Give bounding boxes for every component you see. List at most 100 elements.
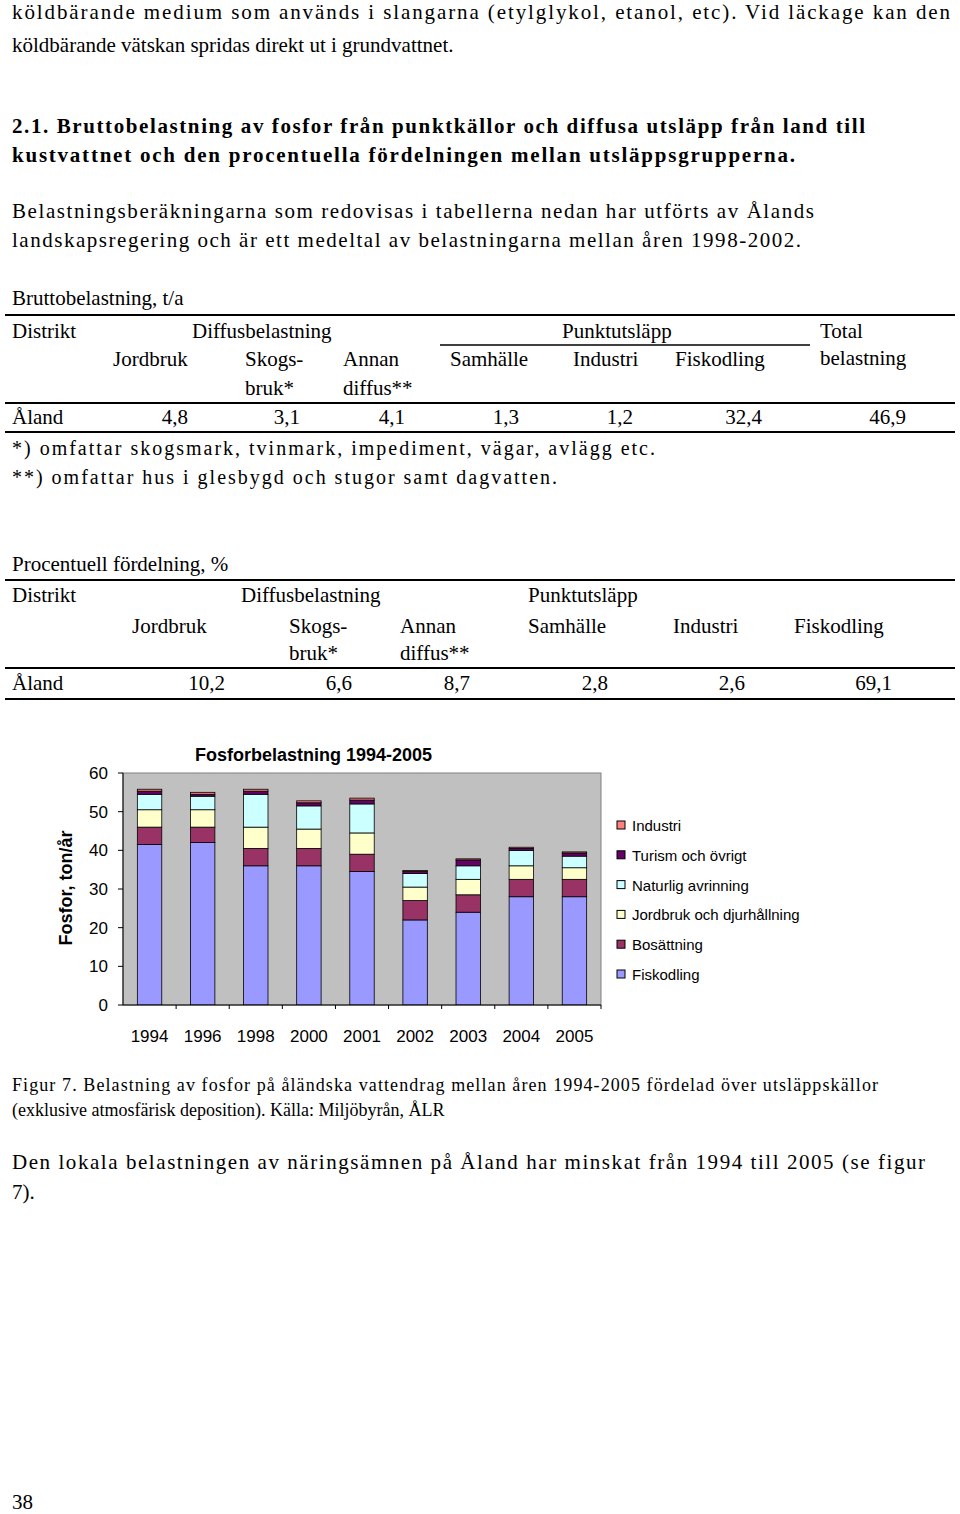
bar-segment — [403, 920, 427, 1005]
page: köldbärande medium som används i slangar… — [0, 0, 960, 1514]
legend-label: Jordbruk och djurhållning — [632, 906, 800, 923]
chart-title: Fosforbelastning 1994-2005 — [195, 745, 432, 765]
bar-segment — [297, 866, 321, 1005]
y-tick — [118, 811, 123, 812]
x-tick-label: 2002 — [396, 1027, 434, 1046]
bar-segment — [456, 866, 480, 880]
table-header: Distrikt — [12, 583, 76, 607]
body-line: 7). — [12, 1180, 35, 1204]
bar-segment — [137, 791, 161, 794]
bar-segment — [456, 860, 480, 866]
table-cell: 2,6 — [719, 671, 745, 695]
y-axis-label: Fosfor, ton/år — [56, 830, 76, 945]
bar-segment — [137, 794, 161, 809]
legend-swatch — [617, 881, 625, 889]
bar-segment — [350, 800, 374, 804]
x-tick — [441, 1005, 442, 1009]
x-tick — [601, 1005, 602, 1009]
rule — [5, 431, 955, 433]
bar-segment — [456, 912, 480, 1005]
y-tick-label: 20 — [89, 919, 108, 938]
figure-caption: Figur 7. Belastning av fosfor på åländsk… — [12, 1075, 878, 1095]
bar-segment — [509, 866, 533, 880]
bar-segment — [403, 870, 427, 871]
bar-segment — [562, 856, 586, 868]
table-cell: 69,1 — [855, 671, 892, 695]
bar-segment — [509, 850, 533, 865]
bar-segment — [190, 827, 214, 842]
bar-segment — [297, 829, 321, 848]
x-tick — [547, 1005, 548, 1009]
column-header: diffus** — [343, 376, 413, 400]
bar-segment — [350, 854, 374, 871]
bar-segment — [190, 792, 214, 794]
x-tick-label: 2004 — [502, 1027, 540, 1046]
column-header: Skogs- — [245, 347, 303, 371]
legend-label: Bosättning — [632, 936, 703, 953]
table-cell: 4,1 — [379, 405, 405, 429]
table-cell: 1,2 — [607, 405, 633, 429]
table-cell: 3,1 — [274, 405, 300, 429]
column-header: Jordbruk — [113, 347, 188, 371]
bar-segment — [297, 806, 321, 829]
table-header: Diffusbelastning — [192, 319, 332, 343]
bars — [137, 789, 586, 1005]
rule — [5, 314, 955, 316]
bar-segment — [190, 796, 214, 810]
table-cell: Åland — [12, 405, 64, 429]
bar-segment — [403, 874, 427, 888]
legend-swatch — [617, 970, 625, 978]
chart: Fosforbelastning 1994-2005 Fosfor, ton/år… — [56, 745, 800, 1046]
plot-area — [123, 773, 601, 1005]
y-tick-label: 30 — [89, 880, 108, 899]
table-header: Total — [820, 319, 863, 343]
table-cell: 10,2 — [188, 671, 225, 695]
bar-segment — [456, 879, 480, 894]
column-header: Jordbruk — [132, 614, 207, 638]
column-header: Samhälle — [450, 347, 528, 371]
table-cell: 2,8 — [582, 671, 608, 695]
legend-label: Naturlig avrinning — [632, 877, 749, 894]
table-cell: 8,7 — [444, 671, 470, 695]
page-number: 38 — [12, 1490, 33, 1514]
bar-segment — [456, 895, 480, 912]
bar-segment — [350, 798, 374, 800]
bar-segment — [403, 887, 427, 901]
table-cell: 6,6 — [326, 671, 352, 695]
column-header: bruk* — [245, 376, 294, 400]
bar-segment — [297, 803, 321, 806]
table-cell: 32,4 — [725, 405, 762, 429]
table-cell: 1,3 — [493, 405, 519, 429]
column-header: Fiskodling — [794, 614, 884, 638]
y-tick — [118, 889, 123, 890]
footnote: **) omfattar hus i glesbygd och stugor s… — [12, 466, 557, 489]
bar-segment — [244, 827, 268, 848]
bar-segment — [190, 843, 214, 1005]
x-tick — [282, 1005, 283, 1009]
table-header: Distrikt — [12, 319, 76, 343]
table-cell: 46,9 — [869, 405, 906, 429]
column-header: Samhälle — [528, 614, 606, 638]
table-header: belastning — [820, 346, 907, 370]
body-line: köldbärande vätskan spridas direkt ut i … — [12, 33, 453, 57]
table-caption: Bruttobelastning, t/a — [12, 286, 184, 310]
bar-segment — [244, 794, 268, 827]
bar-segment — [562, 852, 586, 853]
footnote: *) omfattar skogsmark, tvinmark, impedim… — [12, 437, 655, 460]
y-tick — [118, 966, 123, 967]
bar-segment — [350, 872, 374, 1005]
body-line: köldbärande medium som används i slangar… — [12, 0, 951, 24]
x-tick — [335, 1005, 336, 1009]
legend-label: Turism och övrigt — [632, 847, 747, 864]
y-tick — [118, 927, 123, 928]
legend-swatch — [617, 940, 625, 948]
table-header: Punktutsläpp — [528, 583, 638, 607]
bar-segment — [244, 789, 268, 791]
bar-segment — [350, 833, 374, 854]
section-heading: 2.1. Bruttobelastning av fosfor från pun… — [12, 114, 865, 138]
column-header: Annan — [400, 614, 456, 638]
column-header: Industri — [673, 614, 738, 638]
bar-segment — [562, 879, 586, 896]
legend-swatch — [617, 821, 625, 829]
legend-swatch — [617, 910, 625, 918]
